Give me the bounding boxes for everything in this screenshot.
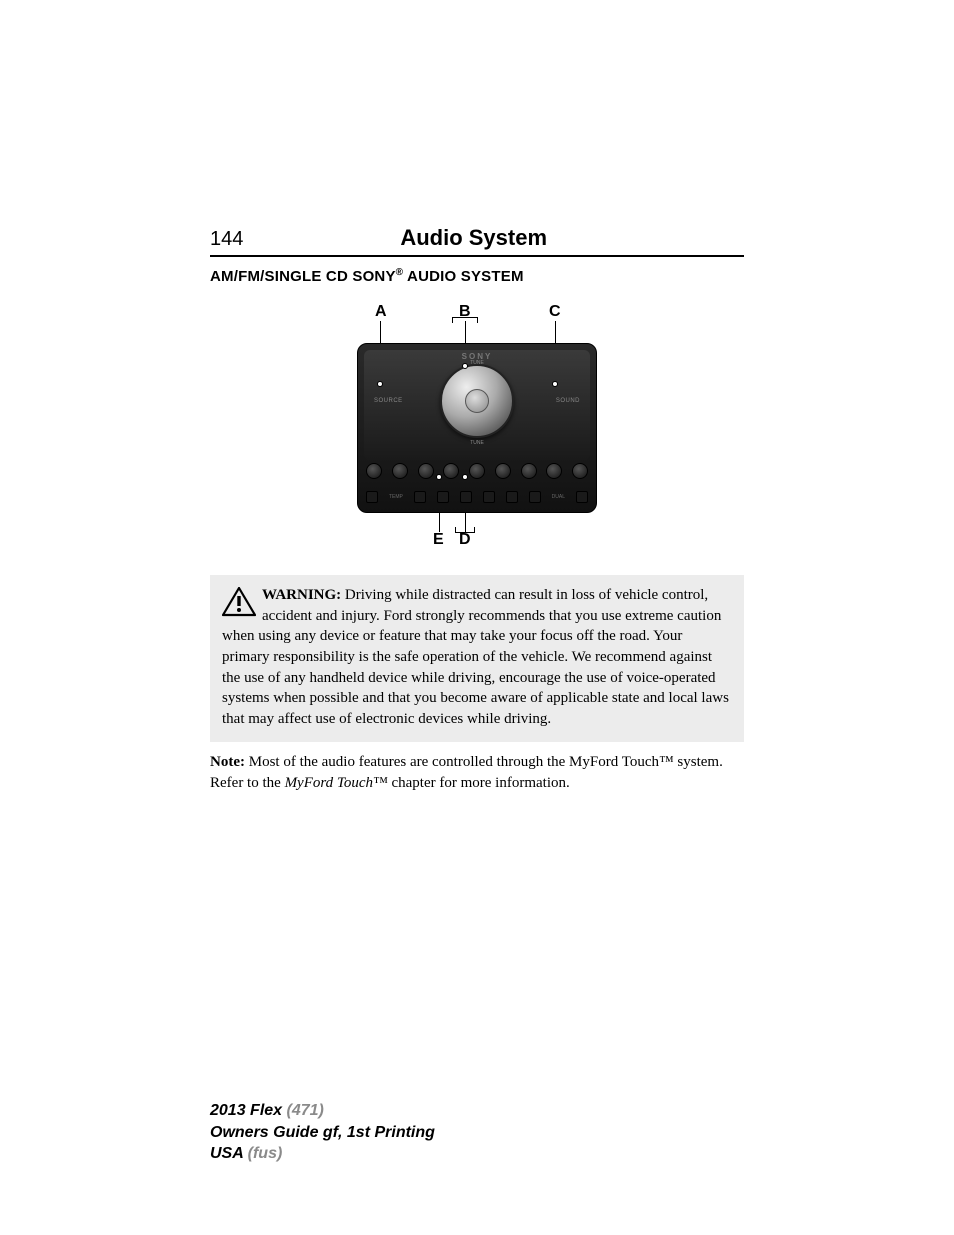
callout-a: A (375, 303, 387, 321)
note-bold: Note: (210, 754, 245, 770)
section-title-pre: AM/FM/SINGLE CD SONY (210, 268, 396, 285)
round-button (469, 463, 485, 479)
callout-e: E (433, 531, 444, 549)
plus-button (576, 491, 588, 503)
volume-knob (440, 364, 514, 438)
round-button (366, 463, 382, 479)
round-button (521, 463, 537, 479)
footer-country-code: (fus) (243, 1145, 282, 1162)
header-row: 144 Audio System (210, 225, 744, 257)
footer-model: 2013 Flex (210, 1102, 282, 1119)
warning-bold: WARNING: (262, 587, 341, 603)
sq-button (506, 491, 518, 503)
temp-label: TEMP (389, 494, 403, 500)
leader-dot (436, 474, 442, 480)
footer-line-1: 2013 Flex (471) (210, 1100, 435, 1122)
sq-button (483, 491, 495, 503)
footer-model-code: (471) (282, 1102, 324, 1119)
warning-text: Driving while distracted can result in l… (222, 587, 729, 727)
chapter-title: Audio System (203, 225, 744, 251)
section-title-post: AUDIO SYSTEM (403, 268, 523, 285)
minus-button (529, 491, 541, 503)
section-title: AM/FM/SINGLE CD SONY® AUDIO SYSTEM (210, 267, 744, 285)
sq-button (460, 491, 472, 503)
footer-country: USA (210, 1145, 243, 1162)
round-button (418, 463, 434, 479)
tune-down-label: TUNE (470, 440, 484, 446)
round-button (495, 463, 511, 479)
plus-button (414, 491, 426, 503)
callout-d: D (459, 531, 471, 549)
round-button (443, 463, 459, 479)
footer: 2013 Flex (471) Owners Guide gf, 1st Pri… (210, 1100, 435, 1165)
radio-body: SONY TUNE TUNE SOURCE SOUND (357, 343, 597, 513)
button-row (366, 462, 588, 480)
leader-dot (462, 474, 468, 480)
source-label: SOURCE (374, 398, 403, 404)
diagram-wrap: A B C E D SONY TUNE TUNE SOURCE SOUND (210, 303, 744, 553)
bottom-row: TEMP DUAL (366, 488, 588, 506)
round-button (392, 463, 408, 479)
note-post: chapter for more information. (388, 775, 570, 791)
footer-line-3: USA (fus) (210, 1143, 435, 1165)
sound-label: SOUND (556, 398, 580, 404)
radio-top-panel: SONY TUNE TUNE SOURCE SOUND (364, 350, 590, 460)
radio-diagram: A B C E D SONY TUNE TUNE SOURCE SOUND (357, 303, 597, 553)
footer-line-2: Owners Guide gf, 1st Printing (210, 1122, 435, 1144)
dual-label: DUAL (552, 494, 565, 500)
round-button (546, 463, 562, 479)
leader-dot (552, 381, 558, 387)
callout-c: C (549, 303, 561, 321)
warning-box: WARNING: Driving while distracted can re… (210, 575, 744, 742)
note-paragraph: Note: Most of the audio features are con… (210, 752, 744, 793)
leader-dot (377, 381, 383, 387)
page: 144 Audio System AM/FM/SINGLE CD SONY® A… (0, 0, 954, 1235)
warning-icon (222, 587, 256, 617)
sq-button (437, 491, 449, 503)
leader-dot (462, 363, 468, 369)
minus-button (366, 491, 378, 503)
note-italic: MyFord Touch™ (285, 775, 388, 791)
round-button (572, 463, 588, 479)
